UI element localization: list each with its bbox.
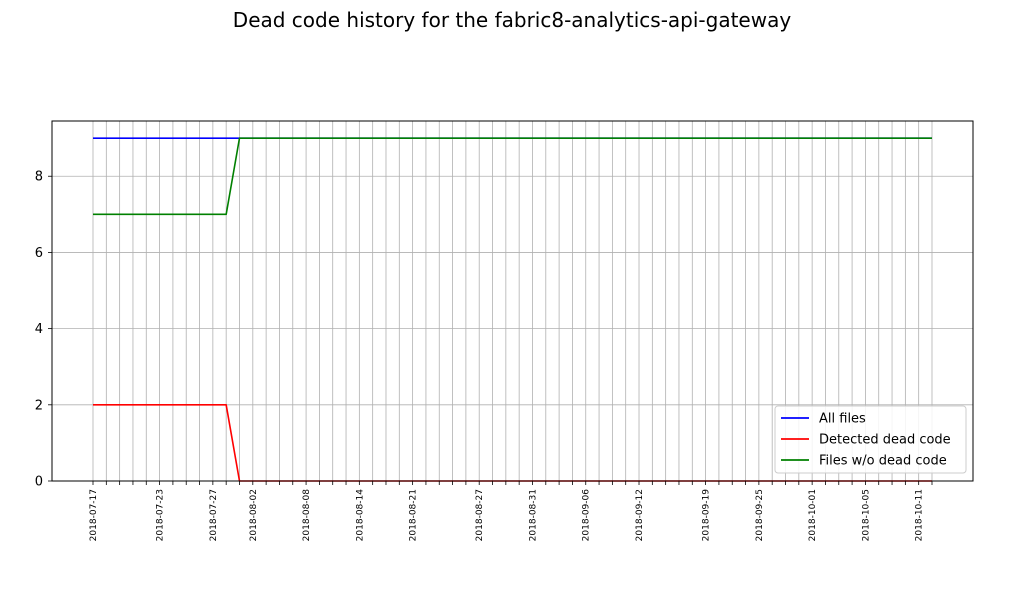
x-tick-label: 2018-10-05 (861, 489, 871, 541)
y-tick-label: 8 (35, 170, 43, 185)
x-tick-label: 2018-09-12 (635, 489, 645, 541)
chart-title: Dead code history for the fabric8-analyt… (232, 8, 792, 32)
x-tick-label: 2018-08-31 (528, 489, 538, 541)
legend-label: Detected dead code (819, 433, 951, 448)
plot-frame (51, 120, 974, 482)
legend: All files Detected dead code Files w/o dea… (774, 405, 967, 474)
x-tick-label: 2018-08-14 (355, 489, 365, 542)
grid-layer (52, 121, 973, 482)
x-tick-label: 2018-07-23 (156, 489, 166, 541)
x-tick-label: 2018-10-01 (808, 489, 818, 541)
series-line-files-w-o-dead-code (93, 137, 932, 216)
x-tick-label: 2018-09-25 (755, 489, 765, 541)
x-tick-label: 2018-08-02 (249, 489, 259, 541)
y-tick-label: 6 (35, 246, 43, 261)
x-tick-label: 2018-08-21 (409, 489, 419, 541)
y-tick-label: 2 (35, 398, 43, 413)
x-tick-label: 2018-10-11 (915, 489, 925, 541)
x-tick-label: 2018-08-27 (475, 489, 485, 541)
x-tick-label: 2018-08-08 (302, 489, 312, 542)
x-tick-label: 2018-07-27 (209, 489, 219, 541)
legend-label: All files (819, 412, 866, 427)
legend-box (774, 405, 967, 474)
axis-layer: 0 2 4 6 8 2018-07-17 2018-07-23 2018-07-27 2018-… (35, 120, 974, 542)
y-tick-label: 0 (35, 475, 43, 490)
x-tick-label: 2018-09-06 (582, 489, 592, 542)
legend-label: Files w/o dead code (819, 454, 947, 469)
x-tick-label: 2018-09-19 (702, 489, 712, 542)
x-tick-label: 2018-07-17 (89, 489, 99, 541)
y-tick-label: 4 (35, 322, 43, 337)
